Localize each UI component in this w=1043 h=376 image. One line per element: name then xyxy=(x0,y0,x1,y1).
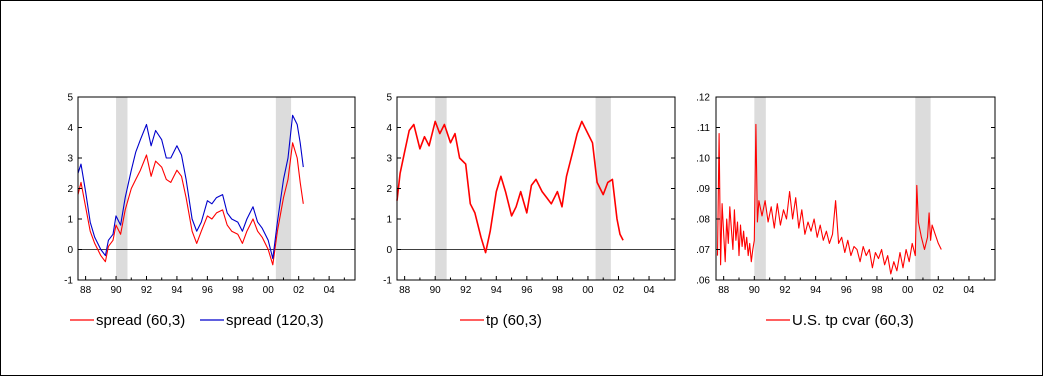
x-tick-label: 96 xyxy=(521,285,533,296)
y-tick-label: 2 xyxy=(386,184,392,195)
x-tick-label: 02 xyxy=(613,285,625,296)
shaded-band-1 xyxy=(435,97,447,280)
y-tick-label: .10 xyxy=(696,154,710,165)
y-tick-label: .09 xyxy=(696,184,710,195)
legend-label: U.S. tp cvar (60,3) xyxy=(792,312,914,329)
y-tick-label: 1 xyxy=(386,215,392,226)
y-tick-label: -1 xyxy=(64,276,73,287)
x-tick-label: 90 xyxy=(110,285,122,296)
x-tick-label: 96 xyxy=(202,285,214,296)
x-tick-label: 94 xyxy=(810,285,822,296)
x-tick-label: 92 xyxy=(141,285,153,296)
y-tick-label: .11 xyxy=(697,123,711,134)
x-tick-label: 00 xyxy=(902,285,914,296)
x-tick-label: 94 xyxy=(491,285,503,296)
x-tick-label: 02 xyxy=(293,285,305,296)
x-tick-label: 88 xyxy=(80,285,92,296)
x-tick-label: 90 xyxy=(430,285,442,296)
y-tick-label: 2 xyxy=(67,184,73,195)
shaded-band-1 xyxy=(116,97,128,280)
x-tick-label: 00 xyxy=(263,285,275,296)
chart-panel-2: -1 0 1 2 3 4 5 88 90 92 94 96 98 00 02 04 tp (60,3) xyxy=(383,93,676,329)
chart-panel-3: .06 .07 .08 .09 .10 .11 .12 88 90 92 94 96 98 00 02 04 U… xyxy=(696,93,996,329)
legend-label: spread (60,3) xyxy=(96,312,185,329)
x-tick-label: 94 xyxy=(171,285,183,296)
y-tick-label: 4 xyxy=(67,123,73,134)
x-tick-label: 88 xyxy=(399,285,411,296)
y-tick-label: 5 xyxy=(67,93,73,104)
x-tick-label: 98 xyxy=(232,285,244,296)
x-tick-label: 04 xyxy=(324,285,336,296)
y-tick-label: -1 xyxy=(383,276,392,287)
y-tick-label: 5 xyxy=(386,93,392,104)
series-line-1 xyxy=(77,142,304,266)
x-tick-label: 92 xyxy=(460,285,472,296)
x-tick-label: 04 xyxy=(643,285,655,296)
y-tick-label: 0 xyxy=(386,245,392,256)
series-line-1 xyxy=(716,123,942,275)
x-tick-label: 90 xyxy=(749,285,761,296)
y-tick-label: 0 xyxy=(67,245,73,256)
y-tick-label: 1 xyxy=(67,215,73,226)
legend-label: tp (60,3) xyxy=(486,312,542,329)
x-tick-label: 92 xyxy=(779,285,791,296)
legend-label: spread (120,3) xyxy=(226,312,324,329)
series-line-2 xyxy=(77,114,304,260)
shaded-band-2 xyxy=(275,97,292,280)
x-tick-label: 98 xyxy=(871,285,883,296)
y-tick-label: .07 xyxy=(696,245,710,256)
x-tick-label: 00 xyxy=(582,285,594,296)
x-tick-label: 88 xyxy=(718,285,730,296)
y-tick-label: 3 xyxy=(67,154,73,165)
y-tick-label: 3 xyxy=(386,154,392,165)
x-tick-label: 98 xyxy=(552,285,564,296)
x-tick-label: 02 xyxy=(933,285,945,296)
y-tick-label: .12 xyxy=(696,93,710,104)
shaded-band-2 xyxy=(595,97,611,280)
shaded-band-2 xyxy=(915,97,931,280)
y-tick-label: .06 xyxy=(696,276,710,287)
x-tick-label: 96 xyxy=(841,285,853,296)
y-tick-label: 4 xyxy=(386,123,392,134)
x-tick-label: 04 xyxy=(963,285,975,296)
y-tick-label: .08 xyxy=(696,215,710,226)
shaded-band-1 xyxy=(754,97,766,280)
chart-panel-1: -1 0 1 2 3 4 5 88 90 92 94 96 98 00 02 04 spread (60,3) s… xyxy=(64,93,356,329)
series-line-1 xyxy=(396,120,624,254)
